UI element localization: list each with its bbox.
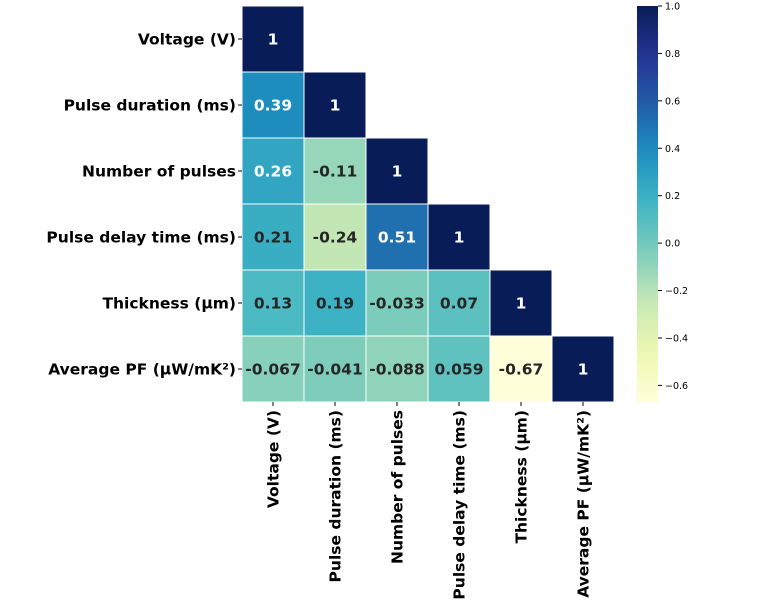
y-axis-labels: Voltage (V) Pulse duration (ms) Number of … [46, 31, 242, 379]
colorbar: 1.0 0.8 0.6 0.4 0.2 0.0 −0.2 −0.4 −0.6 [637, 2, 688, 402]
colorbar-tick-label: −0.2 [665, 286, 688, 297]
heatmap-cell [303, 203, 367, 271]
x-tick-label: Thickness (μm) [513, 410, 531, 544]
heatmap-cell [427, 269, 491, 337]
heatmap-cell [489, 335, 553, 403]
colorbar-tick-label: 0.0 [665, 239, 680, 250]
heatmap-cell [241, 71, 305, 139]
x-tick-label: Pulse delay time (ms) [451, 410, 469, 600]
heatmap-cell [241, 5, 305, 73]
y-tick-label: Number of pulses [82, 163, 236, 181]
cell-value-label: 0.07 [440, 295, 478, 313]
heatmap-cell [365, 137, 429, 205]
colorbar-tick-label: 1.0 [665, 2, 680, 13]
cell-value-label: 0.19 [316, 295, 354, 313]
colorbar-tick-label: 0.4 [665, 144, 680, 155]
heatmap-cell [551, 335, 615, 403]
x-tick-label: Voltage (V) [265, 410, 283, 508]
x-axis-labels: Voltage (V) Pulse duration (ms) Number of … [265, 402, 593, 600]
colorbar-tick-label: 0.2 [665, 191, 680, 202]
cell-value-label: -0.088 [369, 361, 424, 379]
y-tick-label: Pulse delay time (ms) [46, 229, 236, 247]
cell-value-label: 1 [392, 163, 403, 181]
cell-value-label: 1 [578, 361, 589, 379]
heatmap-cells: 1 0.39 1 0.26 -0.11 1 0.21 -0.24 0.51 1 0.13 0.19 -0… [241, 5, 615, 403]
colorbar-tick-label: −0.4 [665, 333, 688, 344]
colorbar-ticks: 1.0 0.8 0.6 0.4 0.2 0.0 −0.2 −0.4 −0.6 [658, 2, 688, 392]
colorbar-tick-label: 0.6 [665, 96, 680, 107]
cell-value-label: 0.51 [378, 229, 416, 247]
cell-value-label: -0.24 [313, 229, 358, 247]
heatmap-cell [365, 335, 429, 403]
x-tick-label: Number of pulses [389, 410, 407, 564]
y-tick-label: Pulse duration (ms) [64, 97, 236, 115]
heatmap-cell [427, 203, 491, 271]
cell-value-label: 0.39 [254, 97, 292, 115]
cell-value-label: 0.26 [254, 163, 292, 181]
y-tick-label: Thickness (μm) [102, 295, 236, 313]
cell-value-label: 1 [454, 229, 465, 247]
heatmap-cell [303, 335, 367, 403]
y-tick-label: Average PF (μW/mK²) [48, 361, 236, 379]
heatmap-cell [303, 71, 367, 139]
cell-value-label: -0.041 [307, 361, 362, 379]
cell-value-label: -0.67 [499, 361, 544, 379]
cell-value-label: 0.059 [434, 361, 483, 379]
colorbar-tick-label: 0.8 [665, 49, 680, 60]
cell-value-label: 0.21 [254, 229, 292, 247]
heatmap-cell [241, 137, 305, 205]
cell-value-label: 1 [330, 97, 341, 115]
x-tick-label: Average PF (μW/mK²) [575, 410, 593, 598]
cell-value-label: -0.11 [313, 163, 358, 181]
x-tick-label: Pulse duration (ms) [327, 410, 345, 582]
heatmap-cell [427, 335, 491, 403]
cell-value-label: -0.067 [245, 361, 300, 379]
y-tick-label: Voltage (V) [138, 31, 236, 49]
cell-value-label: 1 [268, 31, 279, 49]
cell-value-label: 0.13 [254, 295, 292, 313]
cell-value-label: 1 [516, 295, 527, 313]
cell-value-label: -0.033 [369, 295, 424, 313]
colorbar-gradient [637, 6, 658, 402]
colorbar-tick-label: −0.6 [665, 381, 688, 392]
heatmap-cell [303, 269, 367, 337]
